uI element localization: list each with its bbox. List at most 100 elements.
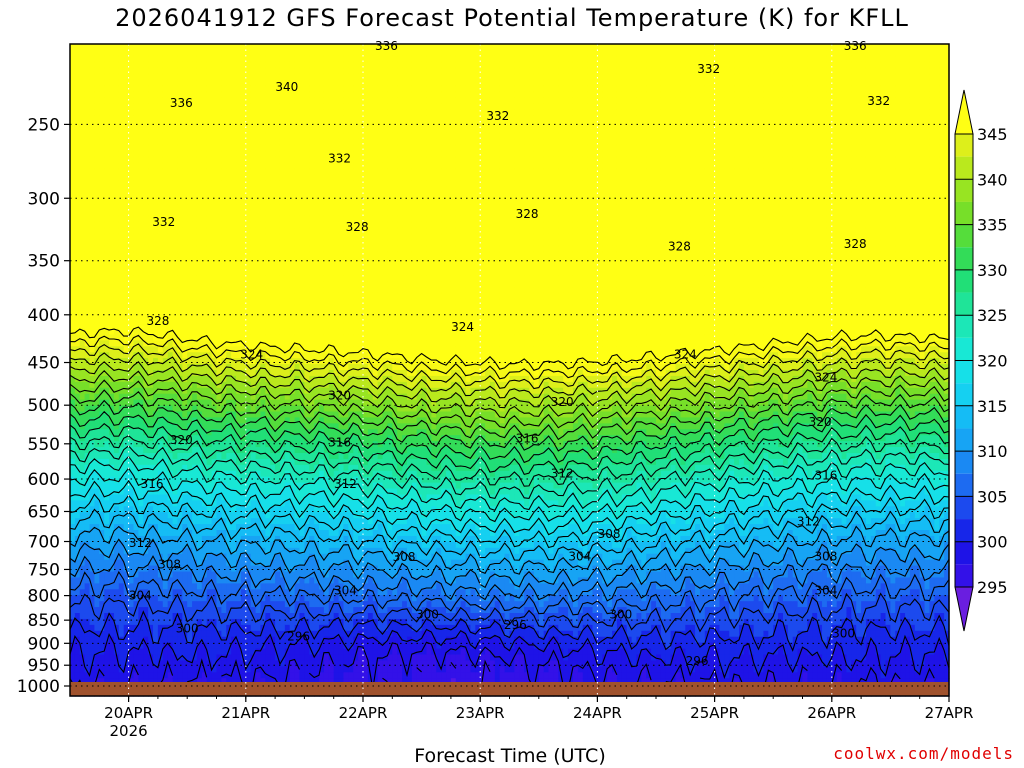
field-cell [104, 304, 110, 312]
field-cell [162, 334, 169, 341]
field-cell [138, 387, 144, 395]
field-cell [240, 577, 247, 584]
field-cell [153, 613, 159, 620]
field-cell [270, 67, 276, 75]
field-cell [133, 482, 139, 490]
field-cell [104, 447, 110, 454]
field-cell [177, 227, 183, 235]
field-cell [201, 547, 208, 555]
field-cell [211, 375, 218, 383]
field-cell [143, 245, 149, 253]
field-cell [143, 49, 149, 57]
field-cell [236, 227, 242, 235]
field-cell [284, 476, 291, 484]
field-cell [172, 198, 179, 205]
field-cell [182, 192, 188, 199]
field-cell [84, 447, 91, 454]
field-cell [84, 553, 91, 561]
field-cell [148, 115, 154, 122]
field-cell [182, 49, 188, 57]
field-cell [187, 464, 193, 472]
field-cell [245, 441, 252, 448]
field-cell [113, 227, 120, 235]
field-cell [250, 67, 257, 75]
field-cell [275, 405, 281, 413]
field-cell [275, 174, 281, 181]
field-cell [70, 233, 76, 241]
field-cell [192, 245, 198, 253]
field-cell [231, 583, 237, 590]
field-cell [192, 168, 198, 175]
field-cell [74, 500, 81, 507]
field-cell [128, 287, 135, 294]
field-cell [255, 393, 262, 401]
field-cell [270, 518, 276, 525]
field-cell [128, 636, 135, 644]
field-cell [275, 227, 281, 235]
field-cell [94, 577, 100, 584]
field-cell [245, 198, 252, 205]
field-cell [201, 488, 208, 496]
field-cell [182, 672, 188, 679]
field-cell [74, 476, 81, 484]
field-cell [201, 233, 208, 241]
field-cell [182, 245, 188, 253]
field-cell [196, 251, 203, 258]
field-cell [201, 269, 208, 276]
field-cell [133, 150, 139, 158]
field-cell [70, 654, 76, 662]
field-cell [109, 352, 115, 359]
field-cell [104, 126, 110, 134]
field-cell [94, 204, 100, 211]
field-cell [270, 642, 276, 650]
field-cell [118, 245, 125, 253]
field-cell [236, 121, 242, 128]
field-cell [104, 541, 110, 549]
field-cell [148, 458, 154, 466]
field-cell [99, 364, 105, 371]
field-cell [196, 156, 203, 164]
field-cell [89, 512, 96, 519]
field-cell [196, 73, 203, 81]
field-cell [196, 138, 203, 146]
field-cell [89, 470, 96, 478]
field-cell [221, 44, 227, 51]
field-cell [109, 85, 115, 93]
field-cell [275, 358, 281, 365]
field-cell [162, 417, 169, 424]
field-cell [162, 263, 169, 270]
field-cell [153, 292, 159, 300]
field-cell [99, 553, 105, 561]
field-cell [187, 97, 193, 104]
field-cell [187, 375, 193, 383]
field-cell [196, 85, 203, 93]
field-cell [255, 204, 262, 211]
field-cell [211, 292, 218, 300]
field-cell [250, 399, 257, 407]
field-cell [70, 328, 76, 336]
field-cell [148, 79, 154, 87]
field-cell [153, 275, 159, 282]
field-cell [236, 186, 242, 193]
field-cell [153, 328, 159, 336]
field-cell [148, 417, 154, 424]
field-cell [123, 346, 130, 353]
field-cell [255, 275, 262, 282]
field-cell [216, 162, 222, 170]
field-cell [240, 530, 247, 537]
field-cell [153, 287, 159, 294]
field-cell [157, 595, 164, 602]
field-cell [104, 85, 110, 93]
field-cell [221, 648, 227, 656]
field-cell [70, 630, 76, 638]
field-cell [157, 666, 164, 673]
field-cell [196, 192, 203, 199]
field-cell [182, 476, 188, 484]
field-cell [289, 132, 296, 140]
field-cell [104, 121, 110, 128]
field-cell [245, 292, 252, 300]
field-cell [94, 482, 100, 490]
field-cell [172, 435, 179, 442]
field-cell [196, 168, 203, 175]
field-cell [172, 298, 179, 306]
